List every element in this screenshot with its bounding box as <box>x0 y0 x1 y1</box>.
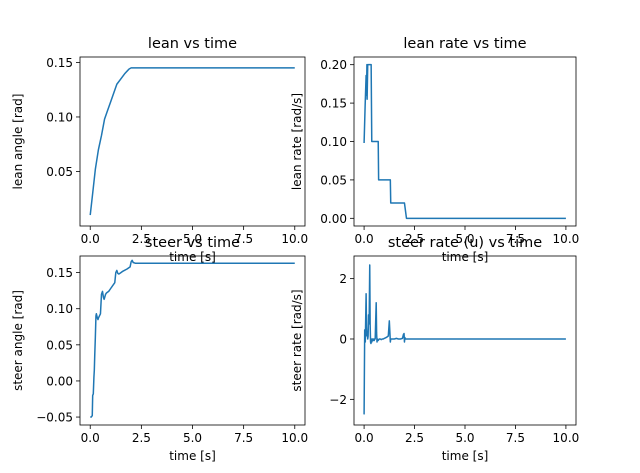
series-line-1 <box>363 264 566 415</box>
x-axis-label: time [s] <box>169 250 216 264</box>
series-line-1 <box>90 259 295 418</box>
x-tick-label: 5.0 <box>455 232 474 246</box>
x-tick-label: 7.5 <box>506 232 525 246</box>
subplot-3: 0.0 2.5 5.0 7.5 10.0 −0.05 0.00 0.05 0.10 0.15 tim… <box>11 235 308 463</box>
y-axis-label: steer rate [rad/s] <box>290 289 304 391</box>
y-tick-label: 0.15 <box>46 266 73 280</box>
x-tick-label: 5.0 <box>455 431 474 445</box>
y-tick-label: 0.10 <box>46 302 73 316</box>
x-tick-label: 2.5 <box>132 431 151 445</box>
subplot-1: 0.0 2.5 5.0 7.5 10.0 0.05 0.10 0.15 time [s] lean… <box>11 36 308 264</box>
y-tick-label: 0.05 <box>46 165 73 179</box>
y-tick-label: −2 <box>329 393 347 407</box>
x-tick-label: 10.0 <box>553 431 580 445</box>
subplot-title: steer rate (u) vs time <box>388 235 542 251</box>
y-tick-label: 0.05 <box>320 173 347 187</box>
y-tick-label: 0 <box>339 332 347 346</box>
y-tick-label: 0.10 <box>320 135 347 149</box>
x-tick-label: 2.5 <box>405 431 424 445</box>
y-tick-label: −0.05 <box>36 411 73 425</box>
subplot-2: 0.0 2.5 5.0 7.5 10.0 0.00 0.05 0.10 0.15 0.20 time… <box>290 36 579 264</box>
y-axis-label: lean angle [rad] <box>11 94 25 190</box>
subplot-4: 0.0 2.5 5.0 7.5 10.0 −2 0 2 time [s] steer rate [… <box>290 235 579 463</box>
series-line-1 <box>363 63 566 220</box>
x-tick-label: 10.0 <box>281 232 308 246</box>
y-tick-label: 0.15 <box>46 56 73 70</box>
subplots: 0.0 2.5 5.0 7.5 10.0 0.05 0.10 0.15 time [s] lean… <box>11 36 579 463</box>
subplot-title: lean vs time <box>148 36 237 52</box>
x-axis-label: time [s] <box>169 449 216 463</box>
y-tick-label: 0.10 <box>46 110 73 124</box>
subplot-title: lean rate vs time <box>403 36 526 52</box>
y-tick-label: 0.15 <box>320 97 347 111</box>
subplot-title: steer vs time <box>145 235 240 251</box>
series-line-1 <box>89 67 295 216</box>
y-axis-label: lean rate [rad/s] <box>290 93 304 190</box>
x-tick-label: 10.0 <box>553 232 580 246</box>
x-axis-label: time [s] <box>442 449 489 463</box>
x-tick-label: 10.0 <box>281 431 308 445</box>
x-tick-label: 0.0 <box>81 431 100 445</box>
x-tick-label: 7.5 <box>506 431 525 445</box>
x-tick-label: 0.0 <box>355 431 374 445</box>
x-tick-label: 7.5 <box>234 232 253 246</box>
x-tick-label: 2.5 <box>405 232 424 246</box>
y-tick-label: 0.20 <box>320 58 347 72</box>
x-tick-label: 0.0 <box>81 232 100 246</box>
x-tick-label: 5.0 <box>183 232 202 246</box>
x-tick-label: 5.0 <box>183 431 202 445</box>
y-tick-label: 0.00 <box>46 374 73 388</box>
y-tick-label: 0.05 <box>46 338 73 352</box>
y-tick-label: 2 <box>339 272 347 286</box>
x-tick-label: 2.5 <box>132 232 151 246</box>
x-tick-label: 7.5 <box>234 431 253 445</box>
x-tick-label: 0.0 <box>355 232 374 246</box>
y-axis-label: steer angle [rad] <box>11 290 25 391</box>
y-tick-label: 0.00 <box>320 212 347 226</box>
x-axis-label: time [s] <box>442 250 489 264</box>
